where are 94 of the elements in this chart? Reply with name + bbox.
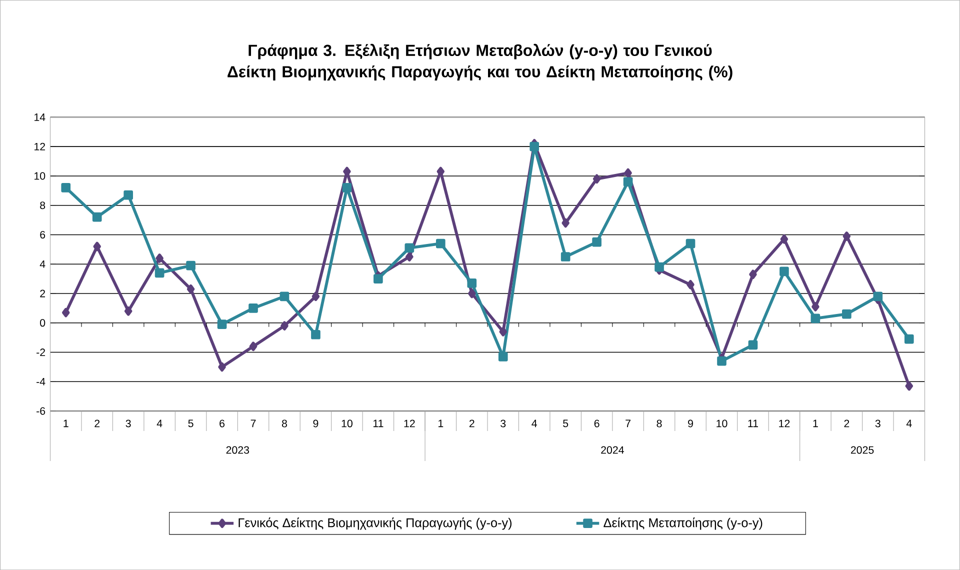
point bbox=[904, 334, 914, 344]
y-tick-label: 4 bbox=[40, 260, 46, 268]
y-tick-label: 6 bbox=[40, 230, 46, 238]
x-tick-label: 7 bbox=[626, 420, 630, 427]
point bbox=[810, 314, 820, 324]
point bbox=[560, 252, 570, 262]
point bbox=[62, 308, 70, 318]
point bbox=[842, 231, 851, 241]
point bbox=[749, 270, 757, 279]
y-tick-label: 8 bbox=[40, 201, 46, 210]
point bbox=[249, 342, 258, 351]
x-tick-label: 3 bbox=[500, 420, 506, 428]
point bbox=[186, 260, 196, 270]
x-tick-label: 9 bbox=[688, 420, 693, 428]
x-tick-label: 1 bbox=[438, 420, 444, 427]
y-tick-label: 10 bbox=[34, 172, 46, 180]
point bbox=[93, 242, 101, 252]
y-tick-label: -4 bbox=[36, 378, 46, 386]
point bbox=[312, 292, 320, 301]
point bbox=[280, 292, 290, 301]
x-tick-label: 7 bbox=[250, 420, 256, 427]
text: 2024 bbox=[601, 446, 624, 454]
x-tick-label: 1 bbox=[813, 420, 818, 427]
y-tick-label: 0 bbox=[40, 319, 46, 327]
y-tick-label: 2 bbox=[40, 290, 46, 298]
x-tick-label: 9 bbox=[313, 420, 318, 428]
x-tick-label: 10 bbox=[716, 420, 728, 428]
x-tick-label: 6 bbox=[594, 420, 600, 428]
y-tick-label: 12 bbox=[34, 142, 45, 150]
point bbox=[218, 362, 226, 372]
x-tick-label: 4 bbox=[156, 420, 162, 427]
y-tick-label: -2 bbox=[36, 348, 45, 356]
x-tick-label: 2 bbox=[469, 420, 474, 428]
legend-label: Γενικός Δείκτης Βιομηχανικής Παραγωγής (y-o-y) bbox=[238, 517, 512, 530]
text: 2023 bbox=[226, 446, 250, 454]
point bbox=[186, 284, 195, 294]
y-tick-label: -6 bbox=[36, 407, 46, 415]
point bbox=[780, 234, 788, 244]
x-tick-label: 1 bbox=[64, 420, 68, 427]
point bbox=[562, 218, 570, 228]
point bbox=[92, 212, 102, 222]
point bbox=[280, 321, 288, 330]
point bbox=[468, 288, 476, 298]
text: 2025 bbox=[850, 446, 874, 454]
x-tick-label: 11 bbox=[748, 420, 758, 427]
x-tick-label: 12 bbox=[779, 420, 790, 428]
point bbox=[592, 237, 602, 247]
point bbox=[154, 268, 164, 278]
point bbox=[812, 302, 820, 312]
x-tick-label: 2 bbox=[844, 420, 850, 428]
point bbox=[374, 274, 383, 284]
point bbox=[124, 306, 132, 316]
point bbox=[467, 278, 477, 288]
legend-label: Δείκτης Μεταποίησης (y-o-y) bbox=[604, 517, 762, 530]
point bbox=[311, 330, 320, 340]
point bbox=[905, 381, 913, 391]
x-tick-label: 8 bbox=[656, 420, 662, 428]
point bbox=[248, 303, 258, 313]
point bbox=[342, 182, 352, 192]
x-tick-label: 10 bbox=[342, 420, 352, 428]
point bbox=[592, 174, 601, 184]
point bbox=[498, 352, 508, 362]
point bbox=[61, 182, 71, 192]
point bbox=[156, 253, 164, 263]
x-tick-label: 2 bbox=[94, 420, 100, 428]
point bbox=[842, 309, 852, 319]
chart-title: Γράφημα 3. Εξέλιξη Ετήσιων Μεταβολών (y-o-y) του Γενικού Δείκτη Βιομηχανικής Παραγωγής και του Δείκτη Μεταποίησης (%) bbox=[228, 44, 732, 80]
x-tick-label: 5 bbox=[563, 420, 568, 428]
x-tick-label: 11 bbox=[373, 420, 384, 427]
point bbox=[217, 320, 227, 329]
x-tick-label: 4 bbox=[906, 420, 912, 427]
point bbox=[686, 280, 694, 290]
point bbox=[124, 190, 133, 200]
point bbox=[499, 326, 507, 336]
point bbox=[406, 252, 414, 262]
point bbox=[624, 168, 632, 178]
point bbox=[686, 238, 696, 248]
point bbox=[748, 340, 758, 350]
point bbox=[873, 292, 883, 301]
point bbox=[780, 266, 789, 276]
x-tick-label: 12 bbox=[404, 420, 415, 428]
x-tick-label: 3 bbox=[126, 420, 131, 428]
x-tick-label: 3 bbox=[875, 420, 880, 428]
x-tick-label: 4 bbox=[532, 420, 538, 427]
point bbox=[623, 177, 633, 186]
point bbox=[404, 243, 414, 253]
point bbox=[654, 262, 664, 272]
y-tick-label: 14 bbox=[34, 113, 46, 121]
point bbox=[530, 142, 540, 152]
x-tick-label: 5 bbox=[188, 420, 194, 428]
x-tick-label: 8 bbox=[282, 420, 287, 428]
x-tick-label: 6 bbox=[220, 420, 225, 428]
point bbox=[436, 238, 446, 248]
point bbox=[717, 356, 726, 366]
